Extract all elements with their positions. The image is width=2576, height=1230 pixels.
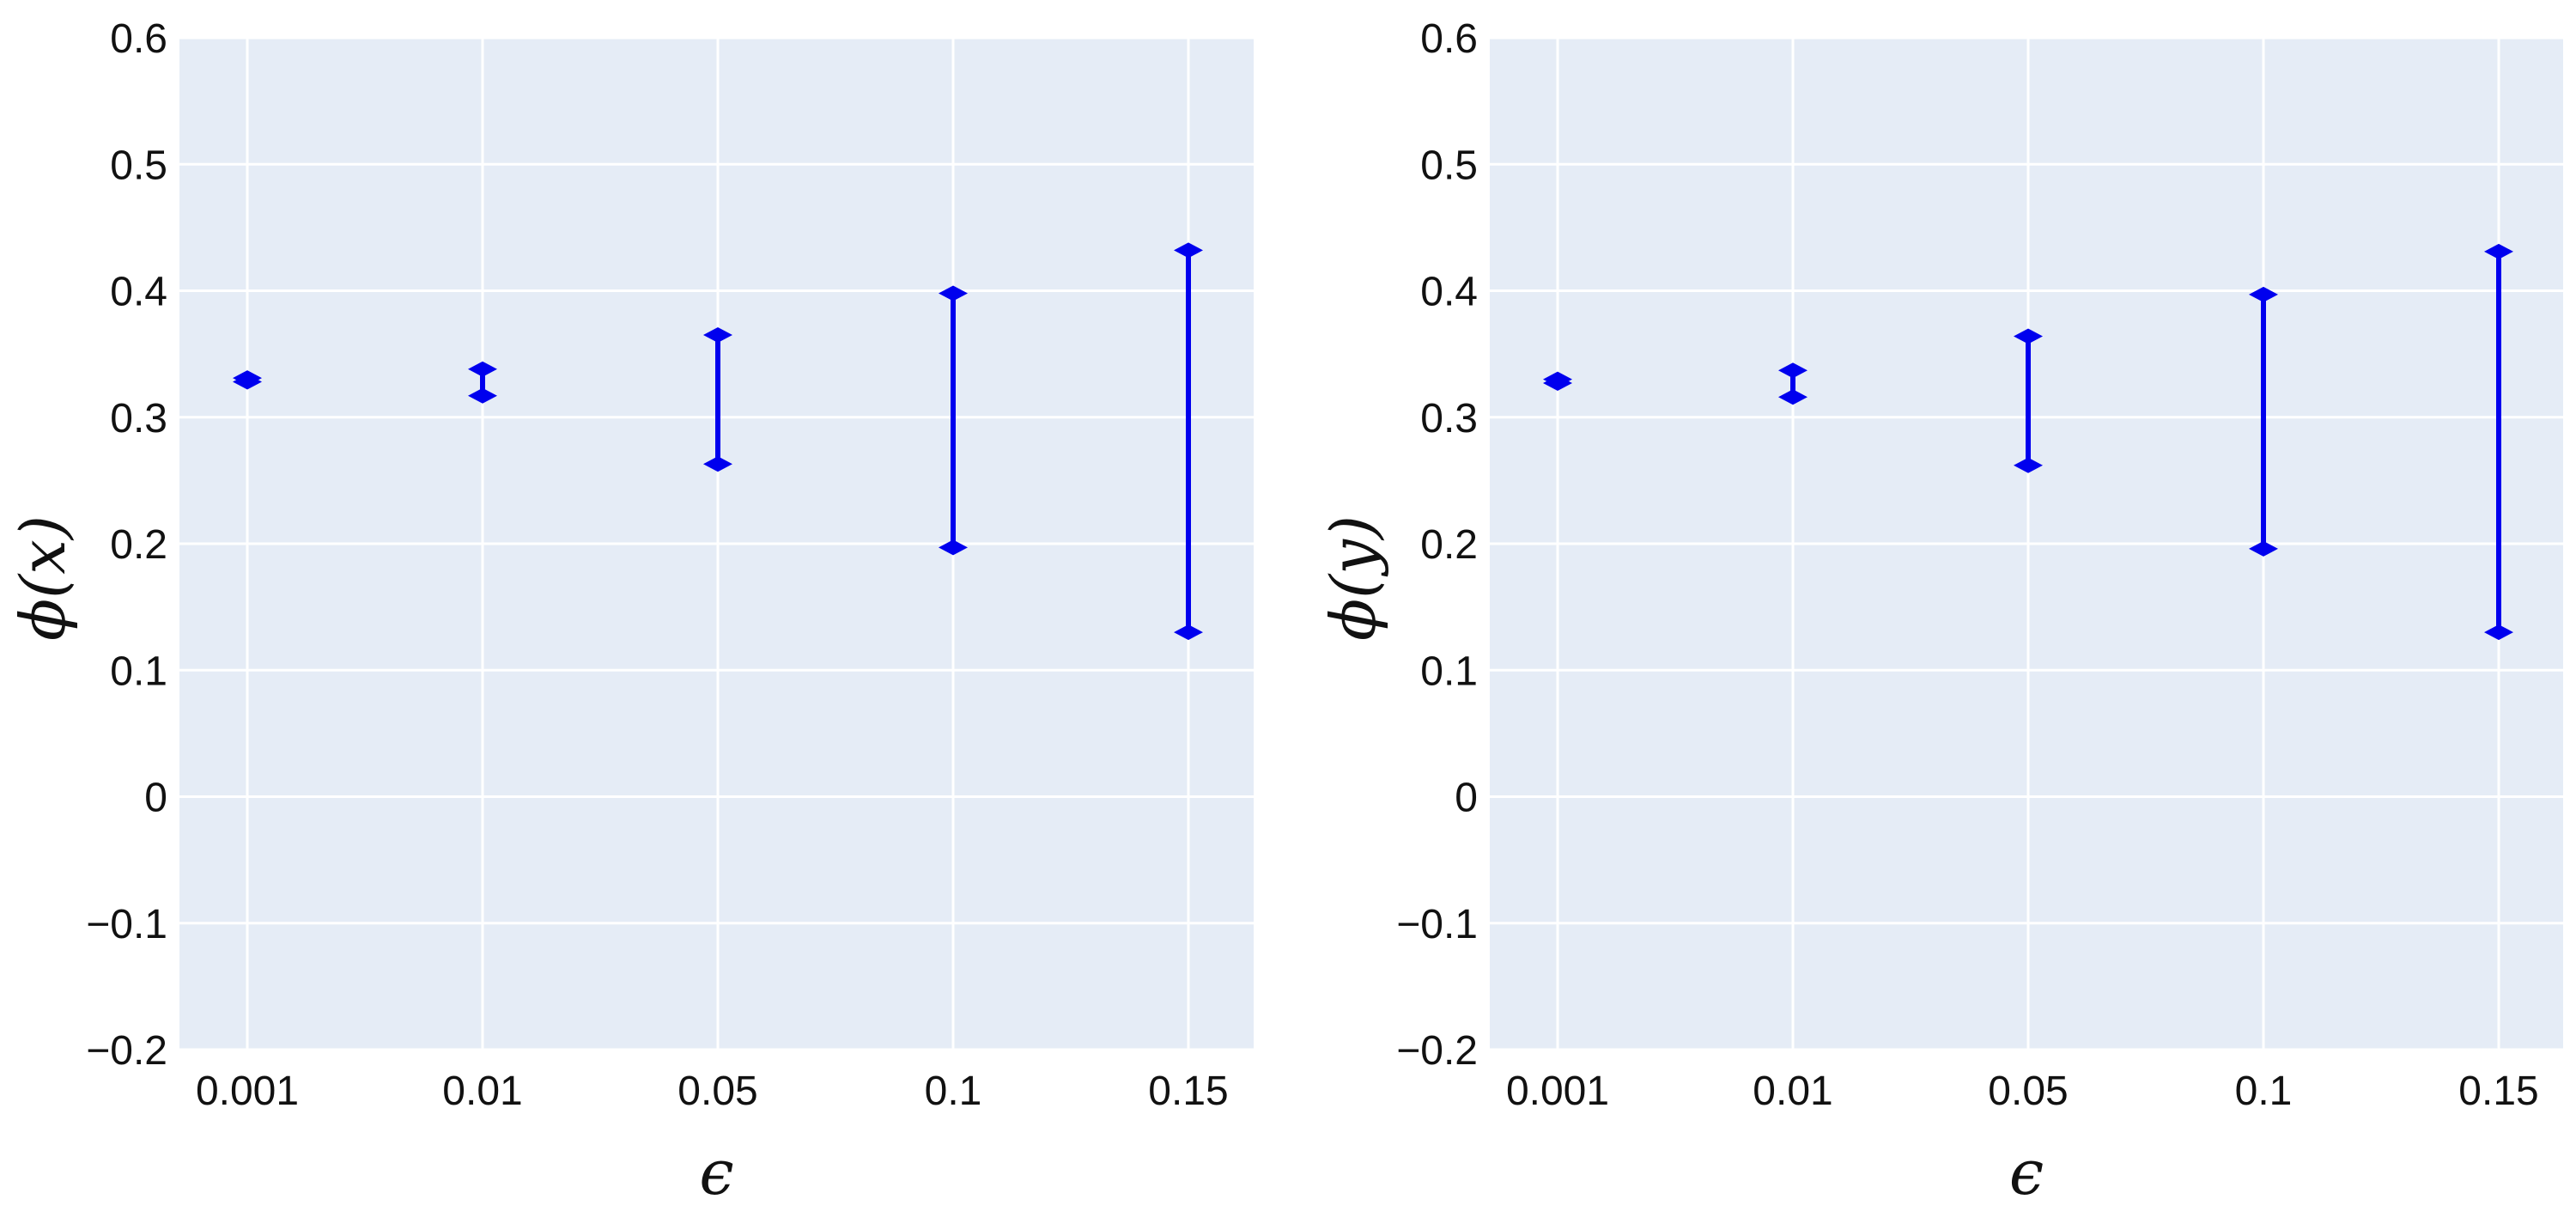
y-tick-label: 0 [1455, 776, 1478, 821]
y-tick-label: 0 [144, 776, 167, 821]
error-bar [1778, 362, 1807, 405]
error-bar-cap-high [1778, 362, 1807, 379]
error-bar-cap-low [1543, 374, 1572, 391]
error-bar-cap-low [2249, 540, 2278, 557]
error-bar [1543, 371, 1572, 391]
x-axis-title: ϵ [2009, 1136, 2044, 1209]
error-bar [2484, 243, 2513, 641]
y-tick-label: −0.2 [86, 1028, 167, 1074]
y-tick-label: 0.2 [110, 522, 167, 568]
chart-panel-1: −0.2 −0.1 0 0.1 0.2 0.3 0.4 0.5 0.6 0.001 0.01 0.05… [7, 16, 1254, 1209]
x-tick-label: 0.15 [2458, 1069, 2538, 1114]
y-tick-label: 0.1 [1420, 648, 1478, 694]
error-bar [468, 361, 497, 404]
y-tick-label: 0.1 [110, 648, 167, 694]
y-tick-label: 0.5 [1420, 143, 1478, 188]
error-bar-cap-low [1778, 389, 1807, 405]
error-bar-cap-high [468, 361, 497, 377]
error-bar-cap-high [2484, 243, 2513, 259]
error-bar [233, 370, 262, 390]
y-tick-label: 0.3 [1420, 396, 1478, 441]
x-tick-label: 0.01 [1753, 1069, 1832, 1114]
y-tick-label: 0.3 [110, 396, 167, 441]
y-axis-title: ϕ(x) [7, 515, 79, 641]
y-tick-label: 0.6 [110, 16, 167, 62]
x-tick-label: 0.05 [677, 1069, 757, 1114]
error-bar-cap-high [703, 327, 732, 344]
error-bar [2249, 286, 2278, 557]
error-bar-cap-high [2014, 328, 2043, 344]
error-bar [939, 285, 968, 556]
y-tick-label: 0.4 [110, 270, 167, 315]
error-bar [703, 327, 732, 472]
error-bar-cap-low [1174, 624, 1203, 641]
x-tick-label: 0.05 [1988, 1069, 2068, 1114]
error-bar-cap-high [1174, 242, 1203, 259]
error-bar-cap-high [939, 285, 968, 301]
error-bar-cap-low [939, 539, 968, 556]
x-tick-label: 0.001 [196, 1069, 299, 1114]
error-bar-cap-low [2484, 624, 2513, 641]
y-tick-label: 0.6 [1420, 16, 1478, 62]
x-tick-label: 0.01 [442, 1069, 522, 1114]
y-tick-label: −0.1 [86, 902, 167, 947]
chart-panel-2: −0.2 −0.1 0 0.1 0.2 0.3 0.4 0.5 0.6 0.001 0.01 0.05… [1317, 16, 2563, 1209]
y-tick-label: 0.5 [110, 143, 167, 188]
x-axis-title: ϵ [699, 1136, 733, 1209]
y-tick-label: 0.2 [1420, 522, 1478, 568]
error-bar [1174, 242, 1203, 641]
x-tick-label: 0.15 [1148, 1069, 1228, 1114]
y-tick-label: −0.1 [1396, 902, 1478, 947]
error-bar-cap-high [2249, 286, 2278, 302]
x-tick-label: 0.1 [925, 1069, 982, 1114]
error-bar-cap-low [468, 387, 497, 404]
x-tick-label: 0.001 [1506, 1069, 1609, 1114]
y-tick-label: −0.2 [1396, 1028, 1478, 1074]
error-bar-cap-low [703, 456, 732, 472]
error-bar-cap-low [233, 374, 262, 390]
error-bar [2014, 328, 2043, 473]
y-axis-title: ϕ(y) [1317, 515, 1389, 641]
error-bar-cap-low [2014, 457, 2043, 473]
y-tick-label: 0.4 [1420, 270, 1478, 315]
x-tick-label: 0.1 [2235, 1069, 2293, 1114]
